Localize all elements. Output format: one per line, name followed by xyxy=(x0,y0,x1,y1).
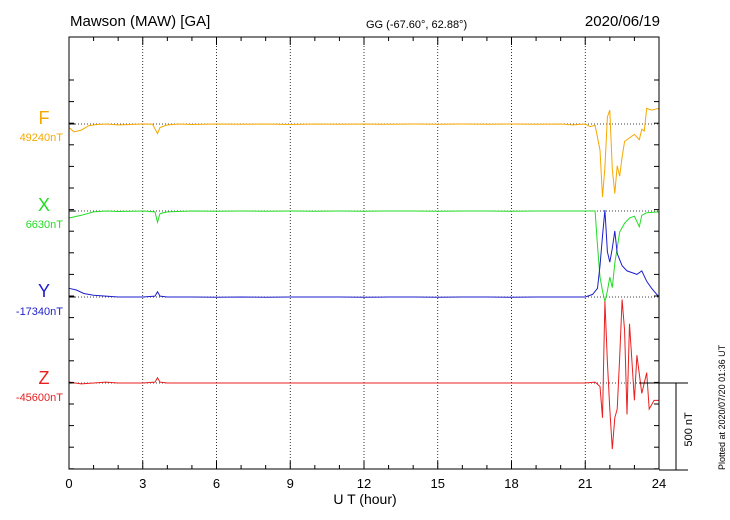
series-baseline-value-x: 6630nT xyxy=(26,219,64,231)
series-name-x: X xyxy=(38,195,50,215)
series-baseline-value-z: -45600nT xyxy=(16,392,63,404)
x-axis-ticks: 0 3 6 9 12 15 18 21 24 xyxy=(65,37,666,491)
series-baseline-value-y: -17340nT xyxy=(16,306,63,318)
x-tick-label: 3 xyxy=(139,476,146,491)
series-lines xyxy=(68,107,660,450)
grid xyxy=(142,37,586,469)
plotted-timestamp: Plotted at 2020/07/20 01:36 UT xyxy=(717,344,727,470)
x-axis-label: U T (hour) xyxy=(333,491,396,507)
series-name-f: F xyxy=(39,108,50,128)
x-tick-label: 18 xyxy=(504,476,518,491)
series-name-z: Z xyxy=(39,368,50,388)
x-tick-label: 15 xyxy=(431,476,445,491)
x-tick-label: 6 xyxy=(213,476,220,491)
coordinates-label: GG (-67.60°, 62.88°) xyxy=(366,19,467,31)
date-label: 2020/06/19 xyxy=(585,13,660,30)
scale-bar: 500 nT xyxy=(639,382,695,471)
x-tick-label: 21 xyxy=(578,476,592,491)
x-tick-label: 24 xyxy=(652,476,666,491)
series-line-z xyxy=(68,299,659,450)
series-line-x xyxy=(68,210,660,302)
series-name-y: Y xyxy=(38,281,50,301)
series-line-y xyxy=(68,209,660,298)
scale-bar-label: 500 nT xyxy=(683,412,695,447)
series-line-f xyxy=(68,107,660,198)
series-labels: F 49240nT X 6630nT Y -17340nT Z -45600nT xyxy=(16,108,63,404)
x-tick-label: 0 xyxy=(65,476,72,491)
x-tick-label: 12 xyxy=(357,476,371,491)
series-baseline-value-f: 49240nT xyxy=(20,132,64,144)
station-title: Mawson (MAW) [GA] xyxy=(70,13,210,30)
x-tick-label: 9 xyxy=(287,476,294,491)
